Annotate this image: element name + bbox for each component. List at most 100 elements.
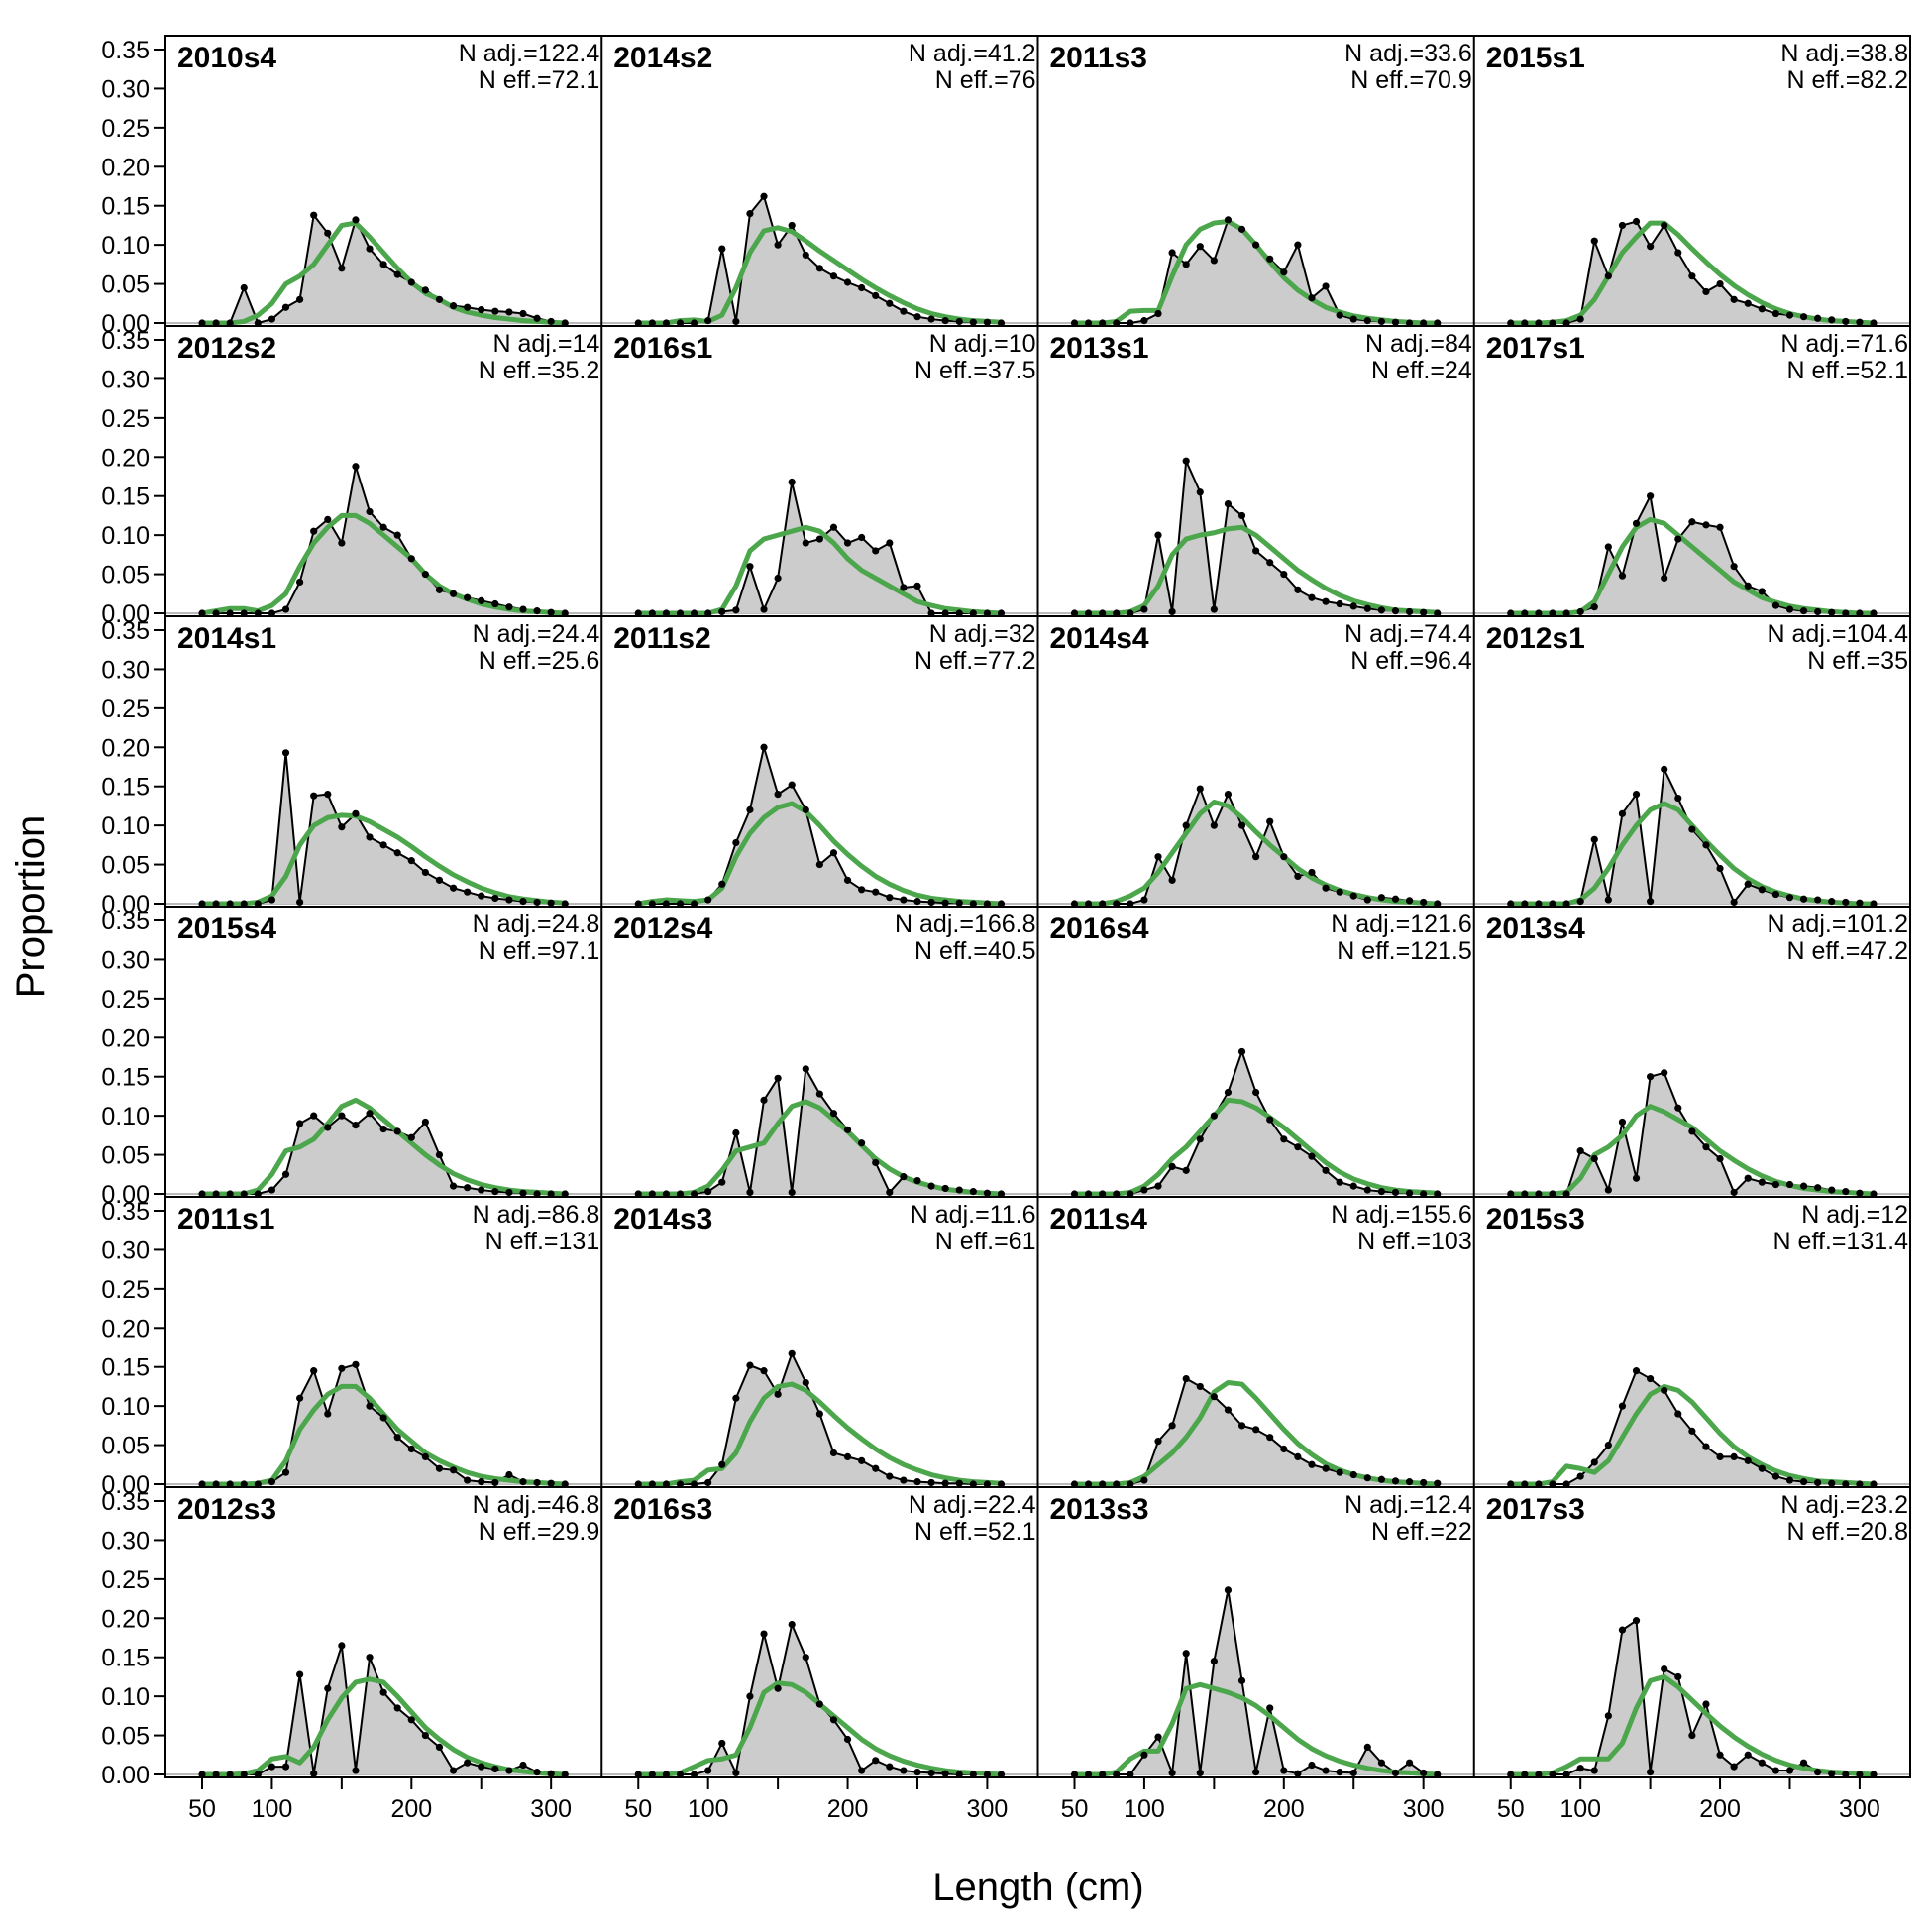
observed-point [941, 609, 949, 617]
observed-point [858, 283, 866, 292]
observed-point [240, 1480, 248, 1488]
observed-point [662, 319, 671, 327]
observed-point [1363, 1186, 1371, 1194]
observed-point [732, 606, 740, 614]
observed-point [1562, 1480, 1570, 1488]
observed-point [843, 539, 852, 547]
panel-label: 2012s3 [177, 1493, 276, 1526]
observed-point [1535, 900, 1543, 908]
observed-area [1510, 769, 1874, 904]
observed-point [1168, 249, 1176, 257]
panel-label: 2016s3 [613, 1493, 712, 1526]
observed-point [366, 833, 374, 841]
observed-point [561, 1190, 569, 1198]
observed-point [1336, 599, 1343, 608]
observed-point [1322, 1166, 1330, 1174]
observed-point [690, 1480, 698, 1488]
n-adj-label: N adj.=104.4 [1768, 620, 1909, 648]
observed-point [704, 896, 712, 904]
observed-point [788, 1188, 796, 1197]
expected-line [1510, 516, 1874, 616]
observed-point [1434, 1479, 1442, 1487]
panel-label: 2012s1 [1486, 622, 1585, 655]
panel-label: 2014s3 [613, 1203, 712, 1235]
y-tick-label: 0.30 [101, 946, 150, 974]
observed-point [1507, 1771, 1515, 1778]
n-eff-label: N eff.=103 [1357, 1228, 1472, 1255]
observed-point [1535, 1190, 1543, 1198]
observed-point [254, 1480, 262, 1488]
observed-point [1099, 609, 1107, 617]
observed-point [1771, 1180, 1779, 1189]
observed-point [352, 463, 360, 471]
observed-point [324, 1124, 332, 1131]
observed-point [310, 211, 318, 219]
observed-point [1632, 217, 1641, 226]
n-eff-label: N eff.=35.2 [479, 357, 600, 384]
observed-point [1814, 607, 1822, 616]
observed-point [1632, 791, 1641, 799]
observed-point [648, 1190, 656, 1198]
observed-point [955, 317, 963, 326]
observed-point [1336, 1178, 1343, 1186]
observed-point [1674, 1104, 1682, 1112]
observed-point [449, 590, 458, 597]
observed-point [240, 1771, 248, 1778]
expected-line [638, 1381, 1002, 1487]
observed-point [774, 241, 782, 249]
observed-point [435, 295, 444, 303]
observed-point [393, 849, 401, 857]
observed-point [1730, 1452, 1738, 1460]
panel-label: 2012s4 [613, 912, 712, 945]
observed-point [718, 607, 726, 616]
panel-label: 2015s1 [1486, 42, 1585, 74]
observed-point [1280, 268, 1288, 276]
observed-point [1758, 305, 1766, 313]
observed-point [872, 888, 880, 896]
observed-point [449, 302, 458, 310]
n-adj-label: N adj.=121.6 [1331, 911, 1471, 938]
observed-point [226, 319, 234, 327]
panel-2015s1: 2015s1 N adj.=38.8N eff.=82.2 [1473, 40, 1910, 327]
observed-point [1870, 319, 1878, 327]
expected-line [202, 220, 566, 326]
observed-point [815, 265, 823, 272]
observed-point [913, 898, 921, 906]
observed-point [435, 1464, 444, 1472]
observed-point [505, 603, 513, 611]
n-adj-label: N adj.=33.6 [1344, 40, 1472, 67]
observed-point [1590, 237, 1598, 245]
observed-point [407, 1133, 415, 1141]
n-eff-label: N eff.=76 [935, 66, 1036, 94]
observed-point [1576, 1765, 1584, 1772]
observed-point [718, 880, 726, 888]
y-tick-label: 0.05 [101, 1142, 150, 1170]
observed-point [704, 609, 712, 617]
observed-point [212, 319, 220, 327]
observed-point [886, 539, 894, 547]
observed-point [1758, 1759, 1766, 1767]
observed-point [718, 1460, 726, 1468]
observed-point [1113, 1480, 1121, 1488]
observed-point [379, 261, 387, 268]
observed-point [1842, 317, 1850, 326]
observed-point [927, 315, 935, 323]
observed-point [1674, 1410, 1682, 1418]
observed-point [1688, 1731, 1696, 1740]
observed-point [1154, 1438, 1162, 1446]
observed-point [268, 609, 276, 617]
observed-point [1405, 1478, 1414, 1486]
y-tick-label: 0.10 [101, 1683, 150, 1711]
observed-point [983, 318, 992, 326]
n-adj-label: N adj.=74.4 [1344, 620, 1472, 648]
observed-point [648, 1771, 656, 1778]
observed-point [788, 1620, 796, 1629]
y-tick-label: 0.20 [101, 154, 150, 181]
observed-point [1828, 898, 1836, 906]
observed-point [927, 898, 935, 907]
observed-point [732, 838, 740, 847]
observed-point [718, 245, 726, 253]
observed-point [676, 900, 685, 908]
observed-point [746, 1188, 754, 1197]
y-tick-label: 0.25 [101, 405, 150, 433]
